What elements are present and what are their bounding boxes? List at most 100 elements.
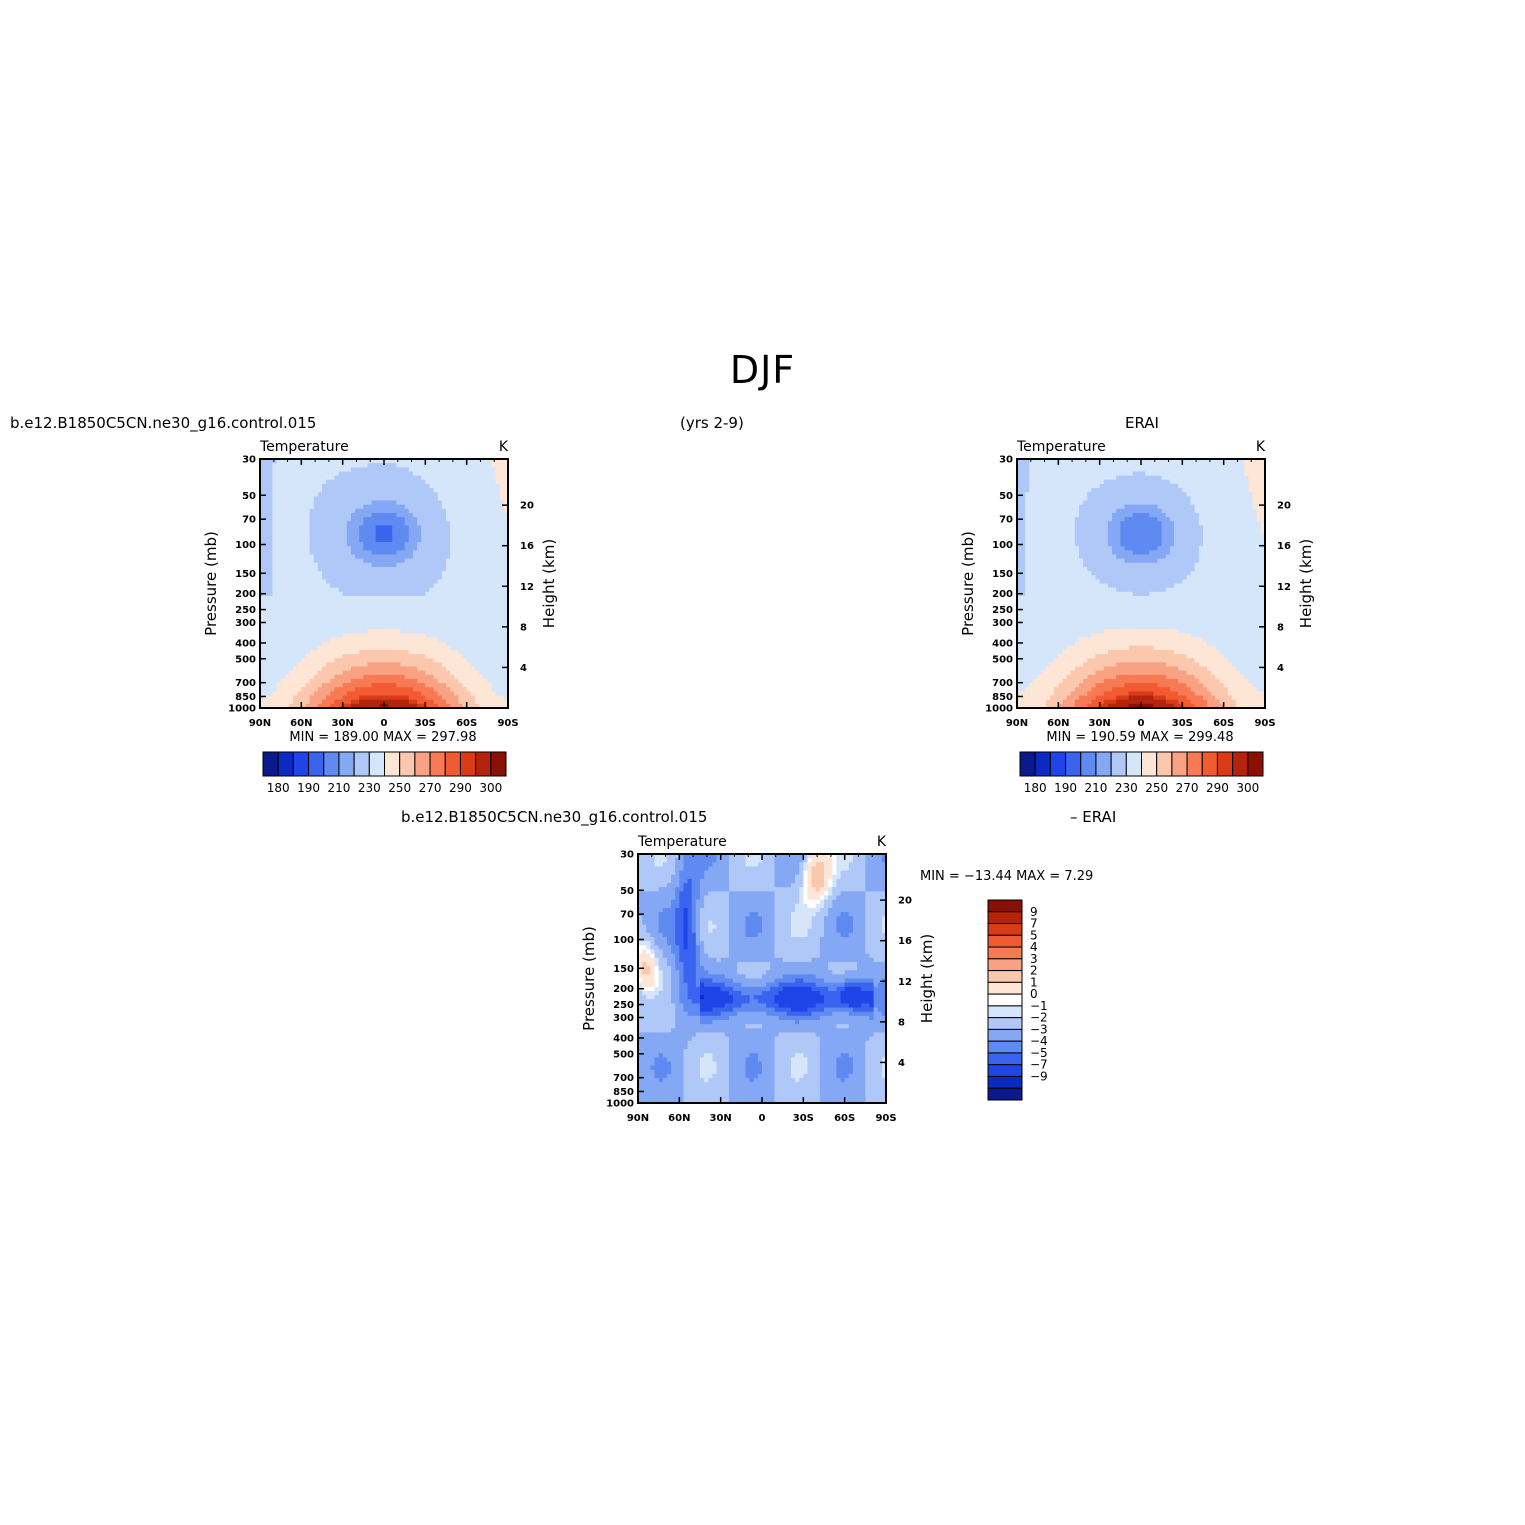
- obs-colorbar-label: 190: [1054, 781, 1077, 795]
- model-case-title: b.e12.B1850C5CN.ne30_g16.control.015: [10, 414, 317, 432]
- diff-ytick-label: 30: [620, 850, 634, 861]
- diff-colorbar-box: [987, 958, 1023, 972]
- diff-colorbar-box: [987, 1064, 1023, 1077]
- model-colorbar-label: 210: [327, 781, 350, 795]
- diff-contour-fill: [638, 854, 887, 1104]
- obs-y2tick-label: 16: [1277, 541, 1291, 552]
- obs-y2tick-label: 4: [1277, 663, 1284, 674]
- obs-xtick-label: 60S: [1213, 718, 1234, 729]
- diff-ytick-label: 400: [613, 1033, 634, 1044]
- model-y2tick-label: 20: [520, 501, 534, 512]
- obs-colorbar-box: [1110, 751, 1127, 777]
- obs-colorbar-box: [1247, 751, 1264, 777]
- diff-colorbar-label: 7: [1030, 917, 1038, 931]
- diff-variable-label: Temperature: [637, 834, 727, 850]
- diff-colorbar-label: −1: [1030, 999, 1048, 1013]
- model-colorbar-label: 180: [267, 781, 290, 795]
- diff-xtick-label: 90S: [875, 1113, 896, 1124]
- model-xtick-label: 0: [381, 718, 388, 729]
- obs-colorbar-label: 270: [1176, 781, 1199, 795]
- obs-y2tick-label: 8: [1277, 622, 1284, 633]
- diff-colorbar-box: [987, 1028, 1023, 1042]
- obs-ytick-label: 500: [992, 654, 1013, 665]
- diff-suffix: – ERAI: [1070, 808, 1117, 826]
- model-ytick-label: 850: [235, 692, 256, 703]
- obs-colorbar-box: [1065, 751, 1082, 777]
- obs-panel: 90N 60N 30N 0 30S 60S 90S 30 50 70 100 150 200 250 300…: [959, 439, 1315, 729]
- diff-colorbar-label: −4: [1030, 1034, 1048, 1048]
- diff-y2tick-label: 4: [898, 1058, 905, 1069]
- diff-ytick-label: 1000: [606, 1099, 634, 1110]
- diff-xtick-label: 60S: [834, 1113, 855, 1124]
- diff-colorbar-label: −7: [1030, 1058, 1048, 1072]
- diff-colorbar-box: [987, 911, 1023, 925]
- years-label: (yrs 2-9): [680, 414, 744, 432]
- model-colorbar-label: 190: [297, 781, 320, 795]
- obs-colorbar-box: [1186, 751, 1203, 777]
- model-y2tick-label: 8: [520, 622, 527, 633]
- model-xtick-label: 90S: [497, 718, 518, 729]
- diff-case-title: b.e12.B1850C5CN.ne30_g16.control.015: [401, 808, 708, 826]
- model-colorbar-box: [459, 751, 477, 777]
- diff-colorbar-box: [987, 970, 1023, 983]
- diff-colorbar-box: [987, 1005, 1023, 1019]
- diff-colorbar-box: [987, 946, 1023, 960]
- model-ytick-label: 200: [235, 589, 256, 600]
- model-ytick-label: 500: [235, 654, 256, 665]
- obs-colorbar-label: 250: [1145, 781, 1168, 795]
- model-colorbar-box: [277, 751, 294, 777]
- obs-ytick-label: 300: [992, 618, 1013, 629]
- diff-ytick-label: 70: [620, 910, 634, 921]
- model-xtick-label: 30N: [332, 718, 354, 729]
- obs-colorbar-box: [1216, 751, 1234, 777]
- model-colorbar-box: [353, 751, 370, 777]
- obs-colorbar-box: [1049, 751, 1067, 777]
- model-y2tick-label: 12: [520, 582, 534, 593]
- model-stats: MIN = 189.00 MAX = 297.98: [289, 730, 476, 745]
- obs-ytick-label: 150: [992, 569, 1013, 580]
- obs-ytick-label: 100: [992, 540, 1013, 551]
- obs-xtick-label: 30S: [1172, 718, 1193, 729]
- obs-y2tick-label: 12: [1277, 582, 1291, 593]
- model-colorbar-box: [399, 751, 416, 777]
- obs-xtick-label: 90N: [1006, 718, 1028, 729]
- obs-y2label: Height (km): [1297, 539, 1315, 628]
- obs-ytick-label: 850: [992, 692, 1013, 703]
- diff-colorbar-box: [987, 1040, 1023, 1054]
- obs-colorbar-box: [1171, 751, 1188, 777]
- model-y2tick-label: 4: [520, 663, 527, 674]
- model-colorbar-box: [323, 751, 340, 777]
- model-xtick-label: 90N: [249, 718, 271, 729]
- model-ytick-label: 70: [242, 515, 256, 526]
- diff-colorbar-box: [987, 1075, 1023, 1089]
- model-colorbar: 180 190 210 230 250 270 290 300: [262, 751, 507, 795]
- diff-units-label: K: [877, 834, 887, 850]
- model-ytick-label: 150: [235, 569, 256, 580]
- obs-ytick-label: 30: [999, 455, 1013, 466]
- obs-colorbar-box: [1034, 751, 1051, 777]
- obs-xtick-label: 60N: [1047, 718, 1069, 729]
- model-colorbar-box: [475, 751, 492, 777]
- obs-colorbar-label: 290: [1206, 781, 1229, 795]
- model-colorbar-box: [308, 751, 325, 777]
- obs-colorbar-box: [1141, 751, 1158, 777]
- diff-colorbar-label: 2: [1030, 964, 1038, 978]
- diff-ytick-label: 300: [613, 1013, 634, 1024]
- diff-y2tick-label: 8: [898, 1017, 905, 1028]
- obs-colorbar-box: [1201, 751, 1218, 777]
- model-xtick-label: 30S: [415, 718, 436, 729]
- diff-colorbar-box: [987, 1087, 1023, 1101]
- figure-title: DJF: [729, 348, 796, 392]
- model-colorbar-box: [262, 751, 279, 777]
- diff-colorbar-box: [987, 934, 1023, 948]
- model-xtick-label: 60N: [290, 718, 312, 729]
- obs-ytick-label: 70: [999, 515, 1013, 526]
- model-colorbar-box: [429, 751, 446, 777]
- obs-xtick-label: 90S: [1254, 718, 1275, 729]
- model-units-label: K: [499, 439, 509, 455]
- model-ytick-label: 400: [235, 638, 256, 649]
- diff-y2tick-label: 20: [898, 896, 912, 907]
- diff-ytick-label: 250: [613, 1000, 634, 1011]
- diff-colorbar-label: 0: [1030, 987, 1038, 1001]
- obs-colorbar-box: [1125, 751, 1142, 777]
